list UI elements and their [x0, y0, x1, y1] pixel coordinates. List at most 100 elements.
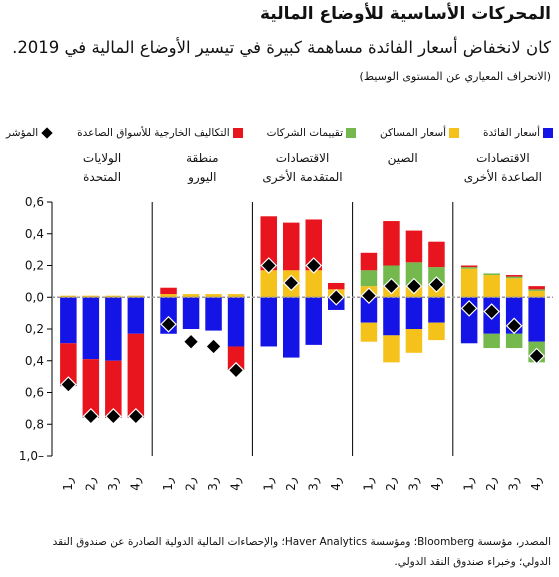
index-marker: [160, 315, 177, 333]
source-note: المصدر، مؤسسة Bloomberg؛ ومؤسسة Haver An…: [11, 532, 551, 572]
source-line-1: المصدر، مؤسسة Bloomberg؛ ومؤسسة Haver An…: [52, 536, 551, 548]
x-tick-label: ر2: [384, 477, 399, 491]
bar-segment-house: [127, 295, 145, 298]
bar-segment-house: [483, 275, 500, 298]
bar-segment-house: [405, 329, 423, 353]
bar-segment-house: [460, 268, 478, 298]
legend-item-rates: أسعار الفائدة: [483, 127, 553, 139]
chart-subtitle: كان لانخفاض أسعار الفائدة مساهمة كبيرة ف…: [12, 38, 551, 57]
y-tick-label: 0,8: [25, 417, 44, 431]
bar-segment-ext: [328, 282, 345, 290]
legend-label-ext: التكاليف الخارجية للأسواق الصاعدة: [77, 127, 230, 139]
bar-segment-ext: [505, 275, 523, 277]
x-tick-label: ر1: [261, 477, 276, 491]
group-label: الاقتصادات: [476, 151, 530, 165]
bar-segment-ext: [82, 359, 100, 418]
group-label: المتحدة: [83, 170, 121, 184]
bar-segment-house: [528, 290, 545, 298]
x-tick-label: ر4: [229, 477, 244, 491]
bar-segment-house: [82, 295, 100, 298]
legend-label-rates: أسعار الفائدة: [483, 127, 540, 139]
bar-segment-corp: [460, 267, 478, 269]
legend-item-house: أسعار المساكن: [379, 127, 460, 139]
x-tick-label: ر1: [161, 477, 176, 491]
chart-legend: أسعار الفائدة أسعار المساكن تقييمات الشر…: [6, 124, 553, 142]
index-marker: [82, 407, 100, 425]
index-marker: [528, 347, 545, 365]
legend-swatch-rates: [543, 128, 553, 138]
bar-segment-ext: [460, 265, 478, 268]
bar-segment-corp: [483, 333, 500, 349]
bar-segment-rates: [60, 297, 77, 344]
y-tick-label: 0,4: [25, 227, 44, 241]
bar-segment-ext: [127, 333, 145, 418]
chart-title: المحركات الأساسية للأوضاع المالية: [259, 4, 551, 24]
bar-segment-corp: [360, 270, 378, 287]
legend-swatch-ext: [232, 128, 243, 138]
group-label: الصين: [388, 151, 418, 166]
group-label: الاقتصادات: [276, 151, 330, 165]
index-marker: [105, 407, 122, 425]
bar-segment-corp: [505, 276, 523, 279]
legend-diamond-icon: [41, 127, 53, 139]
bar-segment-corp: [483, 273, 500, 276]
x-tick-label: ر4: [429, 477, 444, 491]
bar-segment-rates: [105, 297, 122, 361]
index-marker: [483, 303, 500, 320]
bar-segment-house: [305, 270, 322, 298]
index-marker: [282, 274, 300, 292]
legend-label-index: المؤشر: [6, 127, 39, 139]
index-marker: [460, 300, 478, 317]
x-tick-label: ر1: [61, 477, 76, 491]
bar-segment-ext: [283, 222, 300, 271]
bar-segment-rates: [360, 297, 378, 323]
bar-segment-house: [182, 294, 200, 298]
x-tick-label: ر2: [83, 477, 98, 491]
legend-label-corp: تقييمات الشركات: [266, 127, 343, 139]
bar-segment-house: [383, 335, 400, 363]
source-line-2: الدولي؛ وخبراء صندوق النقد الدولي.: [394, 556, 551, 568]
group-label: منطقة: [186, 151, 218, 165]
y-tick-label: 0,4: [25, 354, 44, 368]
bar-segment-ext: [160, 287, 177, 295]
x-tick-label: ر3: [106, 477, 121, 491]
index-marker: [505, 317, 523, 335]
y-tick-label: 0,2: [25, 322, 44, 336]
chart-unit-note: (الانحراف المعياري عن المستوى الوسيط): [359, 70, 551, 83]
x-tick-label: ر2: [184, 477, 199, 491]
bar-segment-ext: [528, 286, 545, 290]
bar-segment-rates: [283, 297, 300, 358]
bar-segment-ext: [260, 216, 277, 271]
x-tick-label: ر1: [462, 477, 477, 491]
x-tick-label: ر3: [306, 477, 321, 491]
bar-segment-house: [105, 295, 122, 298]
bar-segment-house: [227, 294, 245, 298]
bar-segment-rates: [205, 297, 222, 331]
bar-segment-rates: [260, 297, 277, 347]
index-marker: [428, 276, 445, 293]
bar-segment-corp: [505, 333, 523, 349]
bar-segment-corp: [405, 262, 423, 287]
legend-label-house: أسعار المساكن: [379, 127, 447, 139]
index-marker: [305, 257, 323, 274]
legend-item-index: المؤشر: [6, 127, 53, 139]
legend-item-ext: التكاليف الخارجية للأسواق الصاعدة: [77, 127, 243, 139]
x-tick-label: ر2: [484, 477, 499, 491]
group-label: اليورو: [187, 170, 216, 185]
bar-segment-rates: [82, 297, 100, 360]
bar-segment-ext: [305, 219, 322, 271]
index-marker: [127, 407, 145, 425]
bar-segment-ext: [405, 230, 423, 263]
bar-segment-house: [260, 270, 277, 298]
index-marker: [60, 376, 77, 393]
y-tick-label: 0,2: [25, 259, 44, 273]
bar-segment-ext: [428, 241, 445, 268]
legend-swatch-house: [449, 128, 460, 138]
bar-segment-rates: [227, 297, 245, 347]
x-tick-label: ر4: [529, 477, 544, 491]
bar-segment-rates: [182, 297, 200, 329]
index-marker: [360, 287, 378, 305]
bar-segment-rates: [405, 297, 423, 329]
index-marker: [405, 277, 423, 295]
y-tick-label: 0,0: [25, 290, 44, 304]
